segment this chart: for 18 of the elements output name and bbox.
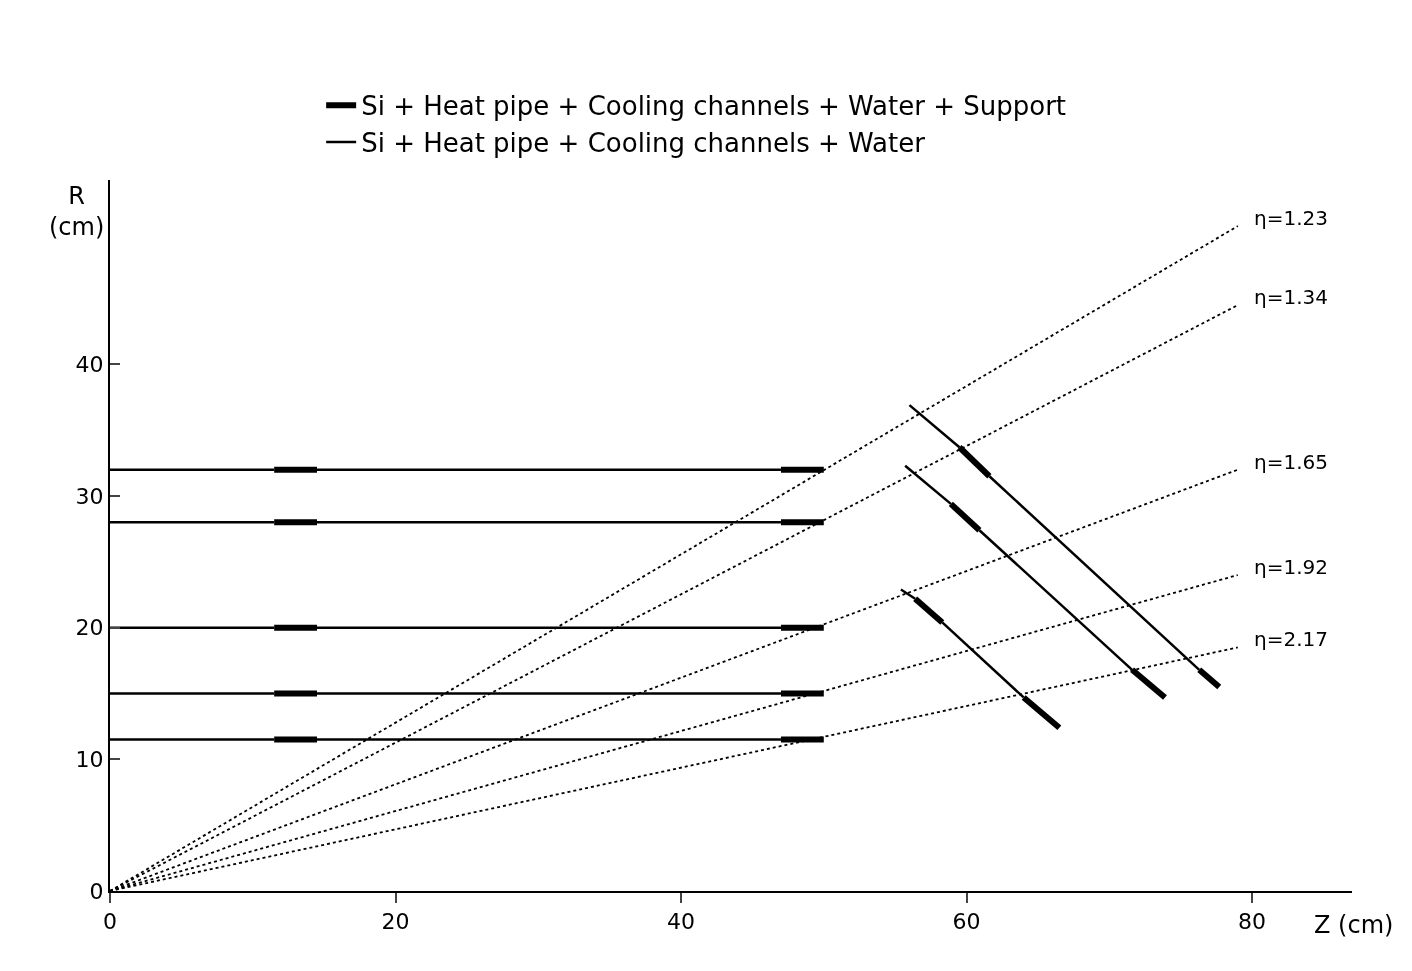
series-label: η=1.34 [1254, 285, 1328, 309]
x-tick-label: 80 [1238, 909, 1267, 935]
legend-label: Si + Heat pipe + Cooling channels + Water + Support [361, 91, 1067, 122]
y-tick-label: 20 [75, 615, 104, 641]
y-axis-title: R (cm) [49, 182, 105, 242]
x-tick-label: 60 [952, 909, 981, 935]
x-axis-title: Z (cm) [1314, 911, 1394, 939]
x-tick-label: 20 [381, 909, 410, 935]
y-tick-label: 30 [75, 483, 104, 509]
series-label: η=1.65 [1254, 450, 1328, 474]
y-tick-label: 0 [89, 878, 104, 904]
legend-label: Si + Heat pipe + Cooling channels + Water [361, 128, 926, 159]
series-label: η=1.23 [1254, 206, 1328, 230]
series-label: η=2.17 [1254, 627, 1328, 651]
series-label: η=1.92 [1254, 555, 1328, 579]
x-tick-label: 40 [667, 909, 696, 935]
y-tick-label: 40 [75, 352, 104, 378]
y-tick-label: 10 [75, 747, 104, 773]
